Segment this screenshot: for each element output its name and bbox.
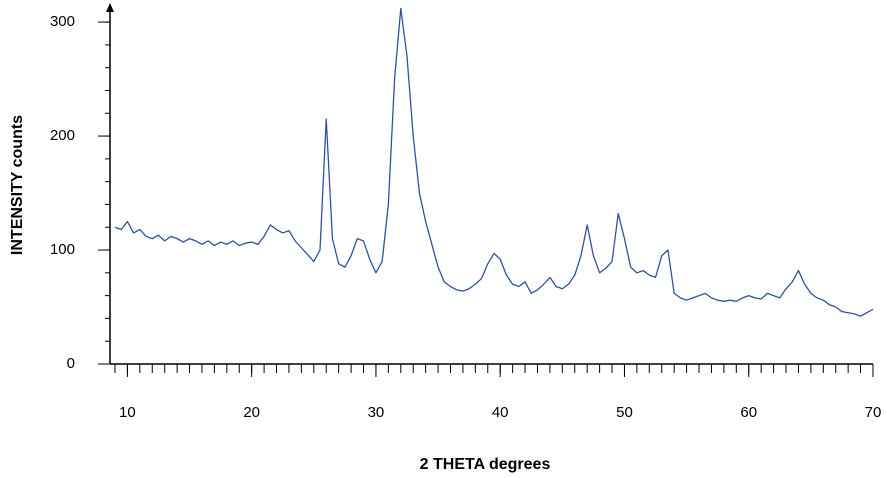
x-tick-label: 10 [119, 404, 136, 421]
x-axis-title: 2 THETA degrees [420, 456, 551, 473]
x-tick-label: 70 [865, 404, 882, 421]
y-axis-title: INTENSITY counts [9, 115, 26, 255]
y-tick-label: 100 [50, 241, 75, 258]
y-tick-label: 200 [50, 127, 75, 144]
x-tick-label: 50 [616, 404, 633, 421]
x-tick-label: 60 [740, 404, 757, 421]
y-tick-label: 300 [50, 13, 75, 30]
x-tick-label: 40 [492, 404, 509, 421]
series-line [114, 7, 874, 317]
x-tick-label: 20 [243, 404, 260, 421]
axis-arrow [106, 3, 114, 12]
y-tick-label: 0 [67, 355, 75, 372]
x-tick-label: 30 [368, 404, 385, 421]
